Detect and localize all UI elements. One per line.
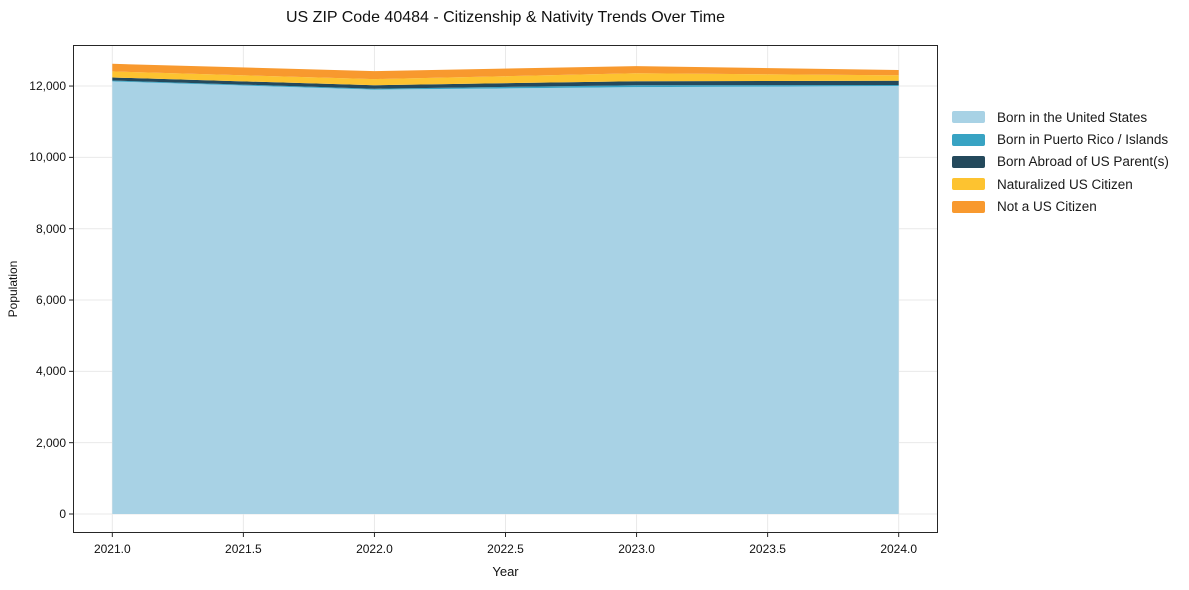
x-axis-label: Year bbox=[492, 564, 519, 579]
legend-item-label: Born in Puerto Rico / Islands bbox=[997, 132, 1169, 148]
chart-title: US ZIP Code 40484 - Citizenship & Nativi… bbox=[286, 9, 725, 26]
area-series bbox=[112, 77, 899, 89]
legend-item-label: Born Abroad of US Parent(s) bbox=[997, 154, 1169, 170]
x-tick-label: 2023.0 bbox=[618, 542, 655, 556]
x-tick-label: 2022.0 bbox=[356, 542, 393, 556]
legend-swatch bbox=[952, 155, 985, 168]
x-tick-label: 2024.0 bbox=[880, 542, 918, 556]
legend-item: Not a US Citizen bbox=[952, 196, 1169, 218]
y-tick-label: 8,000 bbox=[35, 221, 66, 236]
y-tick-label: 2,000 bbox=[35, 435, 66, 450]
x-tick-label: 2021.0 bbox=[93, 542, 131, 556]
y-tick-label: 6,000 bbox=[35, 293, 66, 308]
legend: Born in the United States Born in Puerto … bbox=[952, 106, 1169, 218]
plot-border bbox=[73, 45, 938, 533]
area-series bbox=[112, 71, 899, 86]
area-series bbox=[112, 63, 899, 80]
y-tick-label: 12,000 bbox=[29, 79, 66, 94]
y-tick-label: 0 bbox=[59, 506, 66, 521]
x-tick-label: 2023.5 bbox=[749, 542, 786, 556]
legend-swatch bbox=[952, 200, 985, 213]
legend-swatch bbox=[952, 178, 985, 191]
area-series bbox=[112, 80, 899, 90]
legend-item-label: Naturalized US Citizen bbox=[997, 176, 1133, 192]
legend-item: Born Abroad of US Parent(s) bbox=[952, 151, 1169, 173]
legend-swatch bbox=[952, 111, 985, 124]
legend-item: Born in Puerto Rico / Islands bbox=[952, 128, 1169, 150]
legend-item: Born in the United States bbox=[952, 106, 1169, 128]
legend-item: Naturalized US Citizen bbox=[952, 173, 1169, 195]
legend-swatch bbox=[952, 133, 985, 146]
x-tick-label: 2022.5 bbox=[487, 542, 524, 556]
y-tick-label: 10,000 bbox=[29, 150, 66, 165]
y-tick-label: 4,000 bbox=[35, 364, 66, 379]
x-tick-label: 2021.5 bbox=[225, 542, 262, 556]
y-axis-label: Population bbox=[6, 260, 20, 318]
legend-item-label: Born in the United States bbox=[997, 109, 1148, 125]
legend-item-label: Not a US Citizen bbox=[997, 199, 1097, 215]
area-series bbox=[112, 81, 899, 515]
